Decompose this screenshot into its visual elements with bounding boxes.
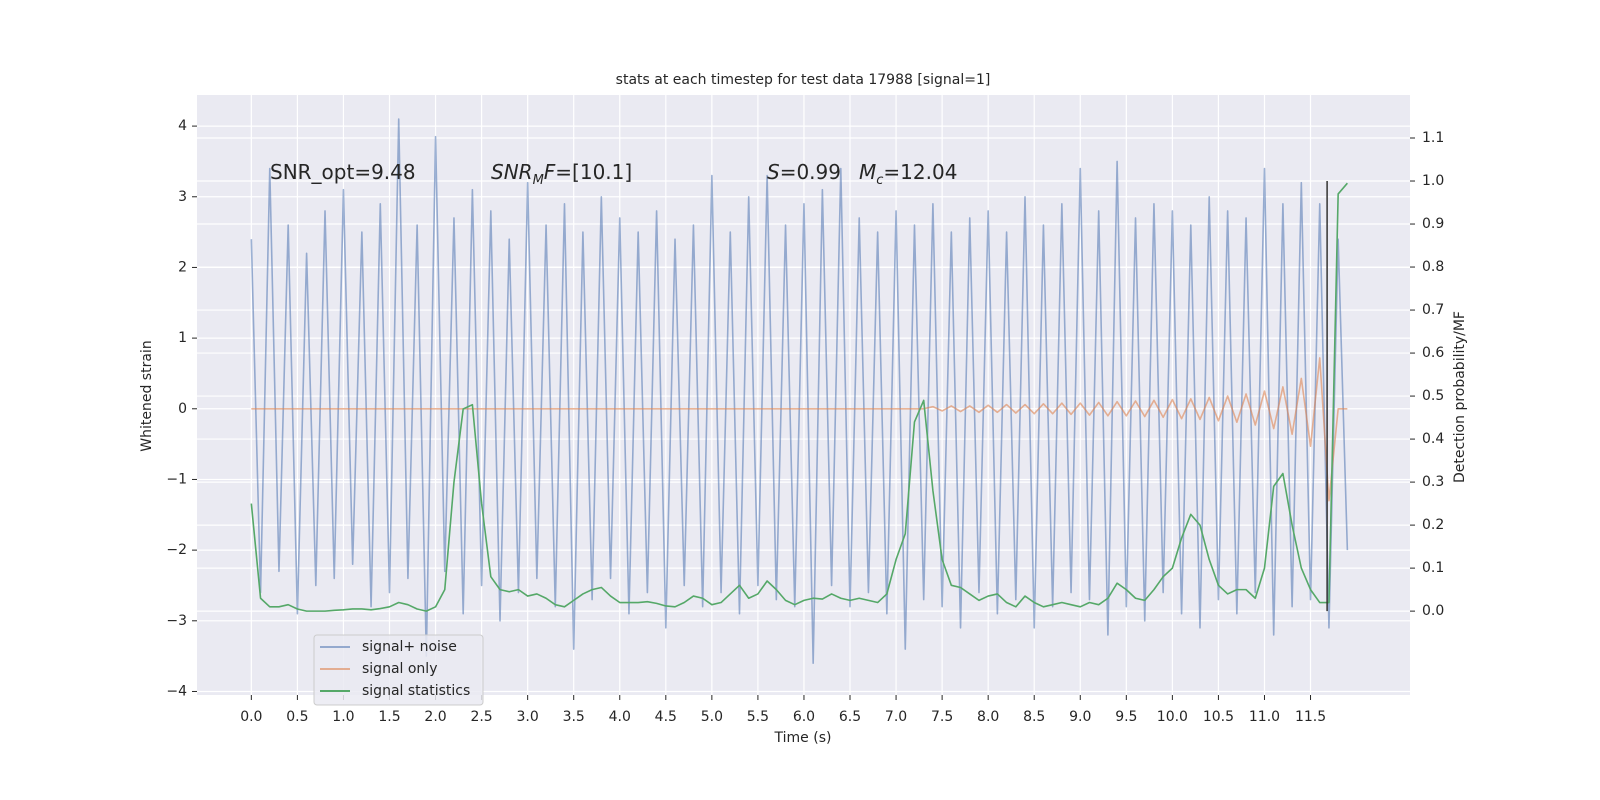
- x-axis-label: Time (s): [774, 730, 832, 746]
- annotation-part: F: [544, 160, 556, 184]
- x-tick-label: 11.0: [1249, 709, 1280, 725]
- x-tick-label: 10.5: [1203, 709, 1234, 725]
- y-tick-label: −2: [166, 542, 187, 558]
- y-tick-label: 1: [178, 330, 187, 346]
- series-line: [250, 182, 1348, 612]
- overlay: 0.0 0.5 1.0 1.5 2.0 2.5 3.0 3.5 4.0 4.5 5.0 5.5 6.0 6…: [166, 118, 1444, 725]
- y2-tick-label: 1.1: [1422, 130, 1444, 146]
- x-tick-label: 5.0: [701, 709, 723, 725]
- x-tick-label: 10.0: [1157, 709, 1188, 725]
- y-tick-label: −3: [166, 613, 187, 629]
- x-tick-label: 5.5: [747, 709, 769, 725]
- annotation: Mc=12.04: [859, 160, 957, 189]
- y2-tick-label: 0.0: [1422, 603, 1444, 619]
- x-tick-label: 3.5: [563, 709, 585, 725]
- y-tick-label: 3: [178, 189, 187, 205]
- y2-tick-label: 0.4: [1422, 431, 1444, 447]
- annotation-part: c: [876, 173, 883, 188]
- y2-tick-label: 0.1: [1422, 560, 1444, 576]
- y2-axis-label: Detection probability/MF: [1452, 311, 1468, 483]
- x-tick-label: 8.5: [1023, 709, 1045, 725]
- x-tick-label: 0.0: [240, 709, 262, 725]
- y-tick-label: 4: [178, 118, 187, 134]
- annotation-part: SNR_opt=9.48: [270, 160, 416, 184]
- chart-title: stats at each timestep for test data 179…: [616, 72, 991, 88]
- legend-box: [313, 634, 484, 706]
- series-line: [251, 357, 1348, 502]
- x-tick-label: 9.0: [1069, 709, 1091, 725]
- x-tick-label: 0.5: [286, 709, 308, 725]
- x-tick-label: 2.5: [470, 709, 492, 725]
- annotation-part: =[10.1]: [555, 160, 632, 184]
- y2-tick-label: 0.2: [1422, 517, 1444, 533]
- y2-tick-label: 0.3: [1422, 474, 1444, 490]
- y-tick-label: −4: [166, 683, 187, 699]
- y2-tick-label: 0.6: [1422, 345, 1444, 361]
- y2-tick-label: 0.7: [1422, 302, 1444, 318]
- annotation-part: SNR: [491, 160, 533, 184]
- annotation-part: =0.99: [780, 160, 841, 184]
- x-tick-label: 4.5: [655, 709, 677, 725]
- y-axis-label: Whitened strain: [139, 340, 155, 451]
- x-tick-label: 6.5: [839, 709, 861, 725]
- annotation-part: M: [859, 160, 876, 184]
- x-tick-label: 1.0: [332, 709, 354, 725]
- annotation-part: =12.04: [883, 160, 957, 184]
- x-tick-label: 6.0: [793, 709, 815, 725]
- x-tick-label: 1.5: [378, 709, 400, 725]
- x-tick-label: 7.5: [931, 709, 953, 725]
- y-tick-label: −1: [166, 471, 187, 487]
- series-line: [250, 118, 1349, 664]
- legend-label: signal+ noise: [362, 639, 457, 655]
- x-tick-label: 2.0: [424, 709, 446, 725]
- y2-tick-label: 1.0: [1422, 173, 1444, 189]
- annotation: S=0.99: [767, 160, 841, 184]
- x-tick-label: 11.5: [1295, 709, 1326, 725]
- annotation: SNR_opt=9.48: [270, 160, 416, 184]
- y-tick-label: 0: [178, 401, 187, 417]
- annotation-part: M: [533, 173, 544, 188]
- legend-label: signal statistics: [362, 683, 470, 699]
- x-tick-label: 7.0: [885, 709, 907, 725]
- legend: signal+ noise signal only signal statistic…: [313, 634, 484, 706]
- x-tick-label: 9.5: [1115, 709, 1137, 725]
- x-tick-label: 8.0: [977, 709, 999, 725]
- x-tick-label: 3.0: [517, 709, 539, 725]
- y-tick-label: 2: [178, 259, 187, 275]
- legend-label: signal only: [362, 661, 437, 677]
- annotation-part: S: [767, 160, 780, 184]
- y2-tick-label: 0.5: [1422, 388, 1444, 404]
- y2-tick-label: 0.9: [1422, 216, 1444, 232]
- marks: [250, 118, 1349, 664]
- annotation: SNRMF=[10.1]: [491, 160, 632, 189]
- y2-tick-label: 0.8: [1422, 259, 1444, 275]
- x-tick-label: 4.0: [609, 709, 631, 725]
